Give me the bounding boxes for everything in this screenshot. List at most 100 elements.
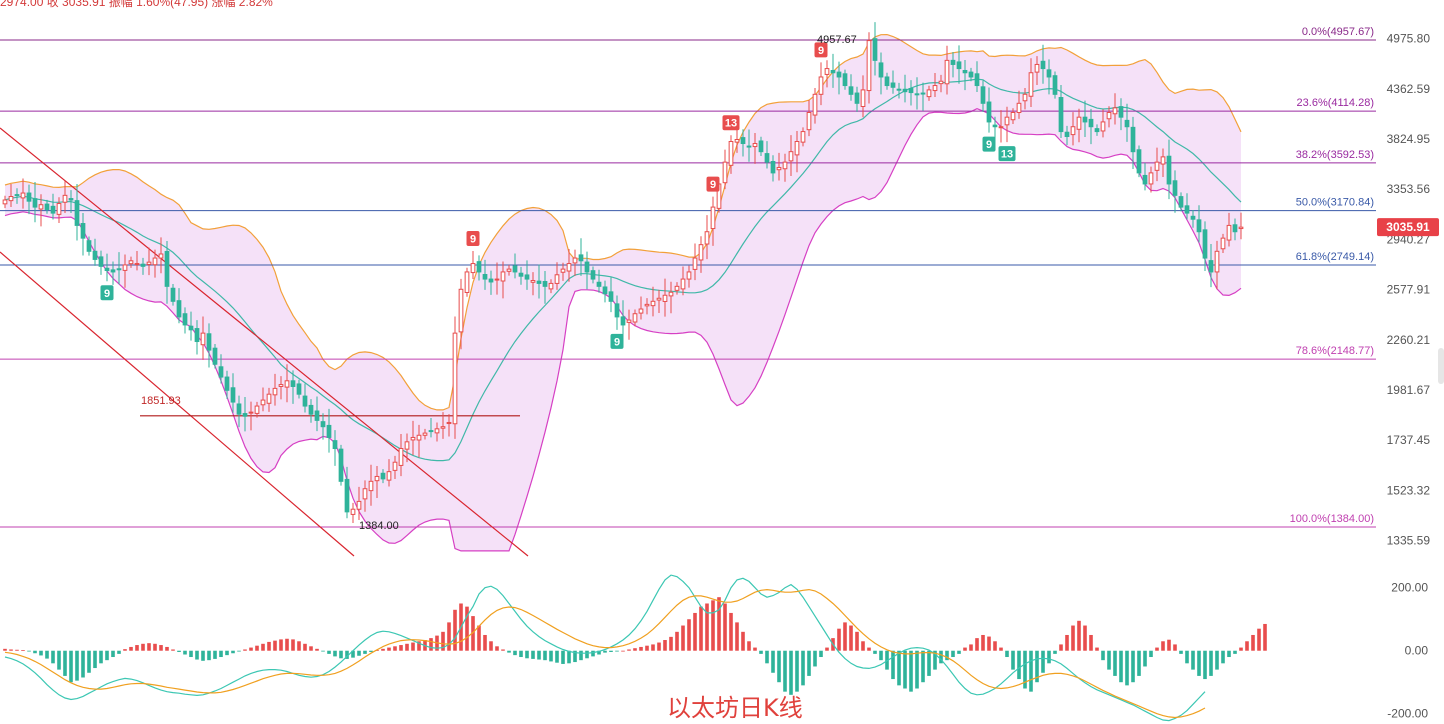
candle-body-64	[386, 471, 392, 481]
candle-body-150	[902, 88, 908, 93]
macd-bar-177	[1065, 634, 1069, 651]
candle-body-106	[638, 308, 644, 314]
macd-bar-172	[1035, 650, 1039, 683]
price-axis-tick-8: 1737.45	[1387, 433, 1431, 447]
support-price-label: 1851.93	[141, 395, 181, 407]
candle-body-27	[164, 250, 170, 287]
macd-bar-7	[45, 650, 49, 659]
macd-bar-17	[105, 650, 109, 661]
candle-body-124	[746, 145, 752, 148]
candle-body-116	[698, 244, 704, 261]
candle-body-165	[992, 124, 998, 128]
candle-body-52	[314, 410, 320, 421]
candle-body-36	[218, 366, 224, 378]
macd-bar-205	[1233, 650, 1237, 654]
candle-body-47	[284, 380, 290, 388]
candle-body-99	[596, 281, 602, 287]
fib-label-0: 0.0%(4957.67)	[1302, 26, 1374, 38]
macd-bar-176	[1059, 644, 1063, 651]
macd-bar-164	[987, 636, 991, 651]
candle-body-141	[848, 86, 854, 95]
td-marker-text-3: 9	[710, 179, 716, 191]
price-axis-tick-9: 1523.32	[1387, 483, 1431, 497]
candle-body-200	[1202, 229, 1208, 259]
candle-body-40	[242, 413, 248, 417]
candle-body-5	[32, 198, 38, 208]
macd-bar-210	[1263, 623, 1267, 651]
macd-bar-89	[537, 650, 541, 660]
macd-bar-134	[807, 650, 811, 676]
macd-bar-6	[39, 650, 43, 656]
macd-bar-52	[315, 648, 319, 651]
candle-body-102	[614, 303, 620, 318]
candle-body-18	[110, 269, 116, 273]
macd-bar-2	[15, 649, 19, 651]
macd-bar-151	[909, 650, 913, 692]
candle-body-77	[464, 271, 470, 293]
candle-body-49	[296, 383, 302, 395]
macd-bar-25	[153, 643, 157, 651]
candle-body-54	[326, 424, 332, 438]
macd-bar-16	[99, 650, 103, 664]
macd-bar-113	[681, 625, 685, 651]
macd-bar-37	[225, 650, 229, 656]
macd-axis-tick-2: -200.00	[1387, 707, 1428, 721]
candle-body-11	[68, 198, 74, 201]
candle-body-14	[86, 240, 92, 252]
macd-bar-46	[279, 639, 283, 651]
candle-body-55	[332, 440, 338, 450]
macd-bar-207	[1245, 641, 1249, 651]
candle-body-108	[650, 300, 656, 307]
candle-body-117	[704, 231, 710, 245]
candle-body-139	[836, 71, 842, 78]
candle-body-105	[632, 313, 638, 323]
candle-body-160	[962, 69, 968, 74]
candle-body-33	[200, 332, 206, 346]
macd-bar-88	[531, 650, 535, 659]
candle-body-37	[224, 376, 230, 391]
candle-body-86	[518, 272, 524, 277]
side-scroll-handle[interactable]	[1438, 348, 1444, 384]
candle-body-19	[116, 268, 122, 271]
candle-body-199	[1196, 219, 1202, 233]
candle-body-25	[152, 257, 158, 266]
macd-bar-182	[1095, 647, 1099, 651]
macd-bar-206	[1239, 647, 1243, 651]
candle-body-87	[524, 274, 530, 280]
candle-body-173	[1040, 60, 1046, 70]
macd-bar-54	[327, 650, 331, 654]
macd-bar-55	[333, 650, 337, 657]
candle-body-51	[308, 404, 314, 415]
macd-bar-80	[483, 634, 487, 651]
macd-bar-96	[579, 650, 583, 661]
candle-body-74	[446, 421, 452, 425]
macd-bar-38	[231, 650, 235, 654]
candle-body-127	[764, 153, 770, 163]
candle-body-158	[950, 59, 956, 65]
candle-body-48	[290, 380, 296, 387]
chart-caption: 以太坊日K线	[667, 694, 803, 722]
candle-body-132	[794, 141, 800, 156]
candle-body-191	[1148, 172, 1154, 185]
candle-body-137	[824, 68, 830, 75]
td-marker-text-0: 9	[104, 288, 110, 300]
macd-bar-61	[369, 650, 373, 652]
candle-body-198	[1190, 215, 1196, 220]
macd-bar-32	[195, 650, 199, 660]
candle-body-85	[512, 265, 518, 273]
macd-bar-128	[771, 650, 775, 673]
candle-body-104	[626, 319, 632, 323]
macd-bar-192	[1155, 647, 1159, 651]
candle-body-111	[668, 291, 674, 297]
macd-bar-121	[729, 612, 733, 651]
td-marker-bg-6	[982, 136, 996, 152]
price-axis-tick-6: 2260.21	[1387, 333, 1431, 347]
candle-body-123	[740, 137, 746, 145]
macd-bar-4	[27, 650, 31, 652]
macd-bar-162	[975, 638, 979, 651]
macd-bar-94	[567, 650, 571, 664]
candle-body-46	[278, 384, 284, 387]
td-marker-text-4: 13	[725, 118, 737, 130]
macd-bar-159	[957, 650, 961, 654]
